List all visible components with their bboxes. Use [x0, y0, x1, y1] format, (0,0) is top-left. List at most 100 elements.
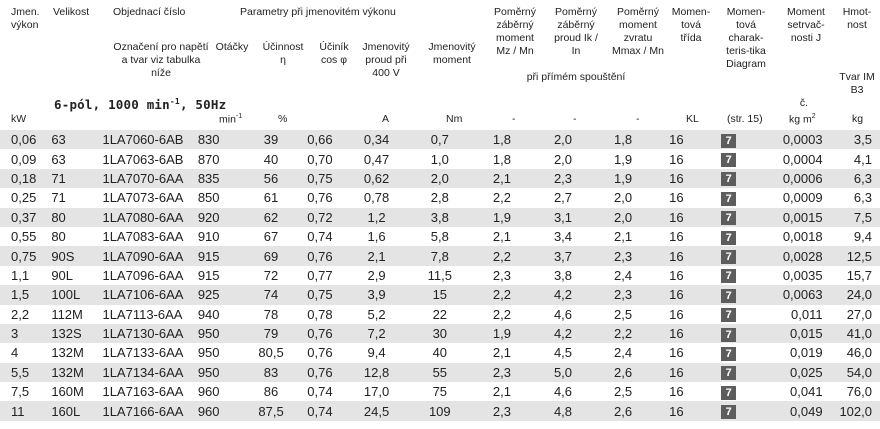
cell-power-factor: 0,75 [295, 168, 345, 189]
cell-start-current-ratio: 2,7 [532, 188, 594, 208]
cell-torque-class: 16 [653, 343, 700, 363]
cell-start-current-ratio: 3,7 [532, 246, 594, 266]
cell-current: 0,34 [344, 130, 409, 150]
unit-speed: min-1 [219, 113, 243, 126]
cell-size: 71 [51, 188, 103, 208]
cell-efficiency: 61 [246, 188, 296, 208]
table-row: 0,37 80 1LA7080-6AA 920 62 0,72 1,2 3,8 1,9 3,1 2,… [0, 207, 880, 227]
cell-weight: 4,1 [822, 149, 880, 169]
table-row: 0,75 90S 1LA7090-6AA 915 69 0,76 2,1 7,8 2,2 3,7 2… [0, 246, 880, 266]
header-weight-sub: Tvar IM B3 [839, 71, 875, 96]
cell-weight: 24,0 [822, 285, 880, 305]
unit-characteristic: (str. 15) [727, 113, 763, 125]
cell-max-torque-ratio: 2,5 [593, 382, 654, 402]
table-row: 0,06 63 1LA7060-6AB 830 39 0,66 0,34 0,7 1,8 2,0 1… [0, 130, 880, 150]
cell-characteristic-diagram: 7 [699, 382, 758, 402]
header-inertia: Moment setrvač-nosti J [787, 6, 825, 44]
cell-power: 0,75 [0, 246, 52, 266]
cell-efficiency: 40 [246, 149, 296, 169]
cell-power-factor: 0,66 [295, 130, 345, 150]
cell-power-factor: 0,74 [295, 401, 345, 421]
table-row: 2,2 112M 1LA7113-6AA 940 78 0,78 5,2 22 2,2 4,6 2,… [0, 304, 880, 324]
cell-speed: 940 [197, 304, 247, 324]
cell-start-current-ratio: 4,5 [532, 343, 594, 363]
cell-start-torque-ratio: 2,1 [470, 343, 533, 363]
cell-torque: 109 [408, 401, 471, 421]
cell-characteristic-diagram: 7 [699, 285, 758, 305]
cell-max-torque-ratio: 2,4 [593, 343, 654, 363]
cell-power: 1,5 [0, 285, 52, 305]
motor-data-table: 0,06 63 1LA7060-6AB 830 39 0,66 0,34 0,7 1,8 2,0 1… [0, 130, 880, 421]
cell-inertia: 0,041 [757, 382, 823, 402]
cell-torque-class: 16 [653, 130, 700, 150]
cell-max-torque-ratio: 2,6 [593, 362, 654, 383]
cell-max-torque-ratio: 2,3 [593, 285, 654, 305]
cell-start-torque-ratio: 2,2 [470, 188, 533, 208]
cell-weight: 9,4 [822, 226, 880, 247]
cell-weight: 54,0 [822, 362, 880, 383]
header-speed: Otáčky [215, 41, 249, 53]
cell-speed: 870 [197, 149, 247, 169]
cell-torque-class: 16 [653, 207, 700, 227]
unit-inertia: kg m2 [789, 113, 816, 126]
diagram-badge: 7 [721, 230, 737, 245]
cell-speed: 960 [197, 382, 247, 402]
cell-characteristic-diagram: 7 [699, 401, 758, 421]
cell-inertia: 0,011 [757, 304, 823, 324]
cell-inertia: 0,0003 [757, 130, 823, 150]
cell-start-torque-ratio: 2,2 [470, 285, 533, 305]
cell-torque: 11,5 [408, 265, 471, 286]
cell-weight: 3,5 [822, 130, 880, 150]
cell-torque-class: 16 [653, 304, 700, 324]
diagram-badge: 7 [721, 172, 737, 187]
cell-start-torque-ratio: 2,2 [470, 246, 533, 266]
unit-start-torque: - [512, 113, 516, 125]
cell-order-number: 1LA7090-6AA [102, 246, 198, 266]
diagram-badge: 7 [721, 346, 737, 361]
cell-start-current-ratio: 5,0 [532, 362, 594, 383]
cell-speed: 915 [197, 265, 247, 286]
cell-weight: 76,0 [822, 382, 880, 402]
cell-max-torque-ratio: 1,8 [593, 130, 654, 150]
diagram-badge: 7 [721, 327, 737, 342]
cell-max-torque-ratio: 2,5 [593, 304, 654, 324]
cell-torque: 30 [408, 323, 471, 344]
cell-order-number: 1LA7073-6AA [102, 188, 198, 208]
header-characteristic: Momen-tová charak-teris-tika Diagram [726, 6, 766, 70]
cell-power-factor: 0,76 [295, 323, 345, 344]
table-row: 0,09 63 1LA7063-6AB 870 40 0,70 0,47 1,0 1,8 2,0 1… [0, 149, 880, 169]
unit-efficiency: % [278, 113, 288, 125]
cell-start-torque-ratio: 2,3 [470, 362, 533, 383]
cell-efficiency: 67 [246, 226, 296, 247]
cell-weight: 27,0 [822, 304, 880, 324]
cell-start-current-ratio: 2,0 [532, 149, 594, 169]
cell-torque-class: 16 [653, 285, 700, 305]
cell-efficiency: 39 [246, 130, 296, 150]
cell-size: 132S [51, 323, 103, 344]
table-row: 0,25 71 1LA7073-6AA 850 61 0,76 0,78 2,8 2,2 2,7 2… [0, 188, 880, 208]
cell-speed: 950 [197, 362, 247, 383]
cell-power: 2,2 [0, 304, 52, 324]
header-start-torque: Poměrný záběrný moment Mz / Mn [493, 6, 536, 57]
cell-power: 4 [0, 343, 52, 363]
cell-current: 9,4 [344, 343, 409, 363]
cell-current: 17,0 [344, 382, 409, 402]
cell-characteristic-diagram: 7 [699, 226, 758, 247]
unit-power: kW [11, 113, 27, 125]
cell-inertia: 0,025 [757, 362, 823, 383]
cell-max-torque-ratio: 2,0 [593, 188, 654, 208]
cell-max-torque-ratio: 1,9 [593, 168, 654, 189]
header-rated-group: Parametry při jmenovitém výkonu [240, 6, 396, 18]
cell-size: 63 [51, 149, 103, 169]
cell-torque-class: 16 [653, 168, 700, 189]
cell-start-current-ratio: 2,3 [532, 168, 594, 189]
cell-torque-class: 16 [653, 362, 700, 383]
cell-size: 71 [51, 168, 103, 189]
cell-current: 5,2 [344, 304, 409, 324]
cell-start-torque-ratio: 1,8 [470, 130, 533, 150]
cell-inertia: 0,0028 [757, 246, 823, 266]
unit-current: A [382, 113, 390, 125]
header-inertia-c: č. [799, 97, 809, 109]
header-efficiency: Účinnost η [262, 41, 304, 66]
diagram-badge: 7 [721, 211, 737, 226]
